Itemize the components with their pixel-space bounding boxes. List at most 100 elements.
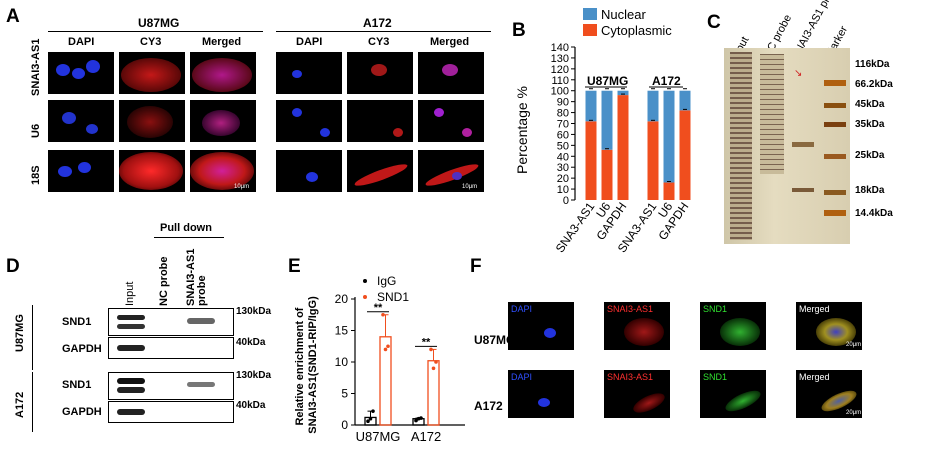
- col-cy3-2: CY3: [368, 36, 390, 48]
- data-point: [383, 347, 388, 352]
- micrograph: [276, 100, 342, 142]
- x-tick-label: U87MG: [356, 429, 401, 444]
- f-label-snd1-1: SND1: [703, 304, 728, 314]
- f-label-merged-1: Merged: [799, 304, 830, 314]
- micrograph: 10μm: [190, 150, 256, 192]
- marker-45: 45kDa: [855, 99, 885, 110]
- protein-snd1-1: SND1: [62, 316, 92, 328]
- micrograph: [276, 150, 342, 192]
- protein-gapdh-1: GAPDH: [62, 343, 102, 355]
- pulldown-label: Pull down: [160, 222, 212, 234]
- western-blot: [108, 337, 234, 359]
- protein-snd1-2: SND1: [62, 379, 92, 391]
- size-130-2: 130kDa: [236, 370, 272, 381]
- f-label-snd1-2: SND1: [703, 372, 728, 382]
- legend-swatch-cytoplasmic: [583, 24, 597, 36]
- col-merged-1: Merged: [202, 36, 242, 48]
- panel-e-letter: E: [288, 256, 301, 277]
- micrograph: [119, 100, 185, 142]
- y-tick-label: 110: [551, 75, 569, 87]
- col-merged-2: Merged: [430, 36, 470, 48]
- micrograph: [48, 52, 114, 94]
- bar-cytoplasmic: [617, 95, 629, 200]
- data-point: [386, 344, 390, 349]
- scalebar-label-a2: 10μm: [462, 184, 478, 190]
- micrograph: SND1: [700, 302, 766, 350]
- y-axis-label: Percentage %: [514, 86, 530, 174]
- bar-cytoplasmic: [601, 149, 613, 200]
- data-point: [368, 416, 373, 421]
- y-tick-label: 15: [335, 324, 349, 338]
- marker-25: 25kDa: [855, 150, 885, 161]
- x-tick-label: A172: [411, 429, 441, 444]
- legend-swatch-nuclear: [583, 8, 597, 20]
- f-label-dapi-2: DAPI: [511, 372, 533, 382]
- bar-nuclear: [601, 90, 613, 150]
- legend-marker-igg: [363, 279, 367, 283]
- bar-nuclear: [679, 90, 691, 111]
- western-blot: [108, 308, 234, 336]
- micrograph: DAPI: [508, 370, 574, 418]
- micrograph: Merged 20μm: [796, 370, 862, 418]
- y-tick-label: 130: [551, 53, 569, 65]
- legend-nuclear: Nuclear: [601, 7, 646, 22]
- micrograph: SNAI3-AS1: [604, 302, 670, 350]
- micrograph: [190, 52, 256, 94]
- y-tick-label: 0: [563, 195, 569, 207]
- size-130-1: 130kDa: [236, 306, 272, 317]
- y-tick-label: 140: [551, 42, 569, 54]
- bar-chart-rip: IgG SND1 Relative enrichment of SNAI3-AS…: [294, 274, 465, 444]
- micrograph: [119, 52, 185, 94]
- size-40-1: 40kDa: [236, 337, 266, 348]
- micrograph: DAPI: [508, 302, 574, 350]
- group-label-a172: A172: [652, 74, 681, 88]
- row-18s: 18S: [30, 165, 42, 185]
- row-a172-f: A172: [474, 399, 503, 413]
- micrograph: [276, 52, 342, 94]
- micrograph: [347, 52, 413, 94]
- y-tick-label: 90: [557, 97, 569, 109]
- bar-cytoplasmic: [663, 182, 675, 200]
- y-tick-label: 80: [557, 108, 569, 120]
- bar-nuclear: [663, 90, 675, 183]
- silver-gel: ↘: [724, 48, 850, 244]
- f-label-snai3-2: SNAI3-AS1: [607, 372, 654, 382]
- f-label-merged-2: Merged: [799, 372, 830, 382]
- panel-b-letter: B: [512, 20, 526, 41]
- marker-35: 35kDa: [855, 119, 885, 130]
- row-u6: U6: [30, 123, 42, 138]
- panel-d-letter: D: [6, 256, 20, 277]
- micrograph: SNAI3-AS1: [604, 370, 670, 418]
- marker-66: 66.2kDa: [855, 79, 893, 90]
- micrograph: [347, 150, 413, 192]
- bar-snd1: [427, 360, 440, 426]
- bar-cytoplasmic: [679, 110, 691, 200]
- data-point: [431, 366, 436, 371]
- marker-116: 116kDa: [855, 59, 890, 70]
- group-a172-title: A172: [363, 16, 392, 30]
- y-tick-label: 10: [335, 355, 349, 369]
- panel-c-letter: C: [707, 12, 721, 33]
- lane-nc-probe-d: NC probe: [158, 256, 170, 307]
- data-point: [366, 419, 370, 424]
- scalebar-label-a1: 10μm: [234, 184, 250, 190]
- col-dapi-1: DAPI: [68, 36, 95, 48]
- y-tick-label: 5: [341, 387, 348, 401]
- y-tick-label: 20: [335, 292, 349, 306]
- sig-stars: **: [422, 336, 431, 348]
- marker-18: 18kDa: [855, 185, 885, 196]
- scalebar-label-f1: 20μm: [846, 342, 862, 348]
- micrograph: [190, 100, 256, 142]
- y-axis-label-e: Relative enrichment of SNAI3-AS1(SND1-RI…: [294, 296, 319, 434]
- micrograph: [418, 52, 484, 94]
- col-cy3-1: CY3: [140, 36, 162, 48]
- legend-snd1: SND1: [377, 290, 409, 304]
- panel-f-letter: F: [470, 256, 482, 277]
- y-tick-label: 100: [551, 86, 569, 98]
- micrograph: Merged 20μm: [796, 302, 862, 350]
- lane-snai3-probe-d: SNAI3-AS1 probe: [185, 248, 208, 306]
- y-tick-label: 30: [557, 162, 569, 174]
- y-tick-label: 20: [557, 173, 569, 185]
- marker-14: 14.4kDa: [855, 208, 893, 219]
- group-label-u87mg: U87MG: [587, 74, 628, 88]
